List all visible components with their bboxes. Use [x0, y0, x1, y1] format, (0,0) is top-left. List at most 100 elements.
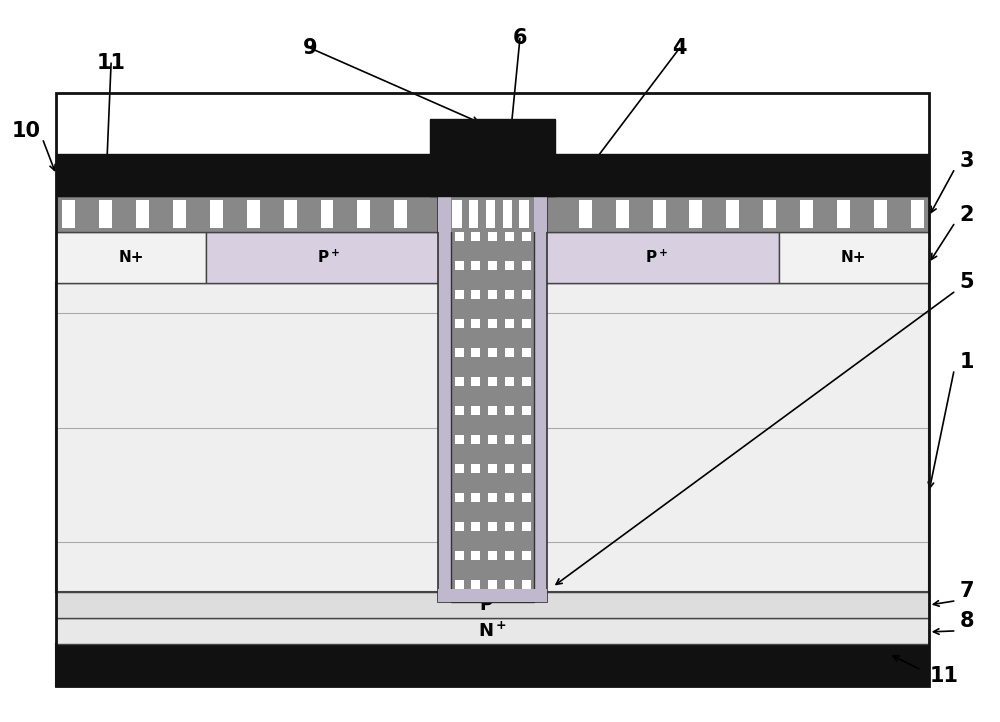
Bar [471, 377, 480, 386]
Bar [522, 493, 531, 502]
Bar [56, 618, 929, 644]
Bar [488, 406, 497, 415]
Bar [522, 522, 531, 531]
Bar [522, 232, 531, 240]
Bar [455, 464, 464, 473]
Bar [451, 196, 534, 602]
Bar [505, 377, 514, 386]
Bar [321, 199, 333, 227]
Bar [56, 154, 438, 196]
Bar [505, 464, 514, 473]
Bar [534, 196, 547, 232]
Bar [689, 199, 702, 227]
Text: $\mathbf{P^+}$: $\mathbf{P^+}$ [317, 249, 340, 266]
Bar [486, 199, 495, 227]
Text: 9: 9 [303, 38, 318, 58]
Bar [451, 196, 534, 232]
Bar [505, 348, 514, 357]
Bar [471, 493, 480, 502]
Text: $\mathbf{P^+}$: $\mathbf{P^+}$ [645, 249, 668, 266]
Bar [505, 261, 514, 270]
Text: $\mathbf{P^+}$: $\mathbf{P^+}$ [479, 596, 506, 614]
Bar [505, 319, 514, 328]
Bar [488, 580, 497, 589]
Bar [455, 580, 464, 589]
Bar [522, 261, 531, 270]
Bar [455, 232, 464, 240]
Bar [471, 464, 480, 473]
Bar [522, 406, 531, 415]
Bar [56, 93, 929, 686]
Bar [455, 319, 464, 328]
Bar [488, 203, 497, 212]
Bar [763, 199, 776, 227]
Bar [438, 196, 547, 602]
Text: 8: 8 [959, 611, 974, 631]
Bar [505, 551, 514, 560]
Bar [726, 199, 739, 227]
Text: 4: 4 [672, 38, 687, 58]
Bar [505, 493, 514, 502]
Text: 3: 3 [959, 151, 974, 171]
Text: 5: 5 [959, 272, 974, 292]
Bar [136, 199, 149, 227]
Bar [488, 522, 497, 531]
Bar [455, 522, 464, 531]
Bar [455, 493, 464, 502]
Bar [284, 199, 297, 227]
Bar [452, 199, 462, 227]
Bar [874, 199, 887, 227]
Bar [469, 199, 478, 227]
Bar [173, 199, 186, 227]
Bar [455, 406, 464, 415]
Bar [911, 199, 924, 227]
Bar [522, 203, 531, 212]
Text: 7: 7 [959, 581, 974, 601]
Bar [471, 232, 480, 240]
Bar [488, 377, 497, 386]
Text: N+: N+ [118, 250, 144, 265]
Bar [56, 644, 929, 686]
Bar [56, 196, 929, 232]
Bar [519, 199, 529, 227]
Bar [471, 203, 480, 212]
Bar [488, 290, 497, 299]
Bar [534, 232, 779, 283]
Bar [522, 435, 531, 444]
Bar [579, 199, 592, 227]
Bar [505, 232, 514, 240]
Bar [455, 261, 464, 270]
Bar [471, 435, 480, 444]
Bar [471, 319, 480, 328]
Bar [247, 199, 260, 227]
Bar [505, 522, 514, 531]
Bar [357, 199, 370, 227]
Text: 10: 10 [12, 121, 41, 141]
Bar [471, 406, 480, 415]
Bar [779, 232, 929, 283]
Bar [522, 290, 531, 299]
Bar [488, 435, 497, 444]
Text: 11: 11 [97, 53, 126, 73]
Bar [56, 232, 206, 283]
Bar [488, 551, 497, 560]
Bar [62, 199, 75, 227]
Bar [547, 154, 929, 196]
Bar [488, 348, 497, 357]
Bar [522, 551, 531, 560]
Bar [471, 290, 480, 299]
Bar [522, 348, 531, 357]
Bar [56, 232, 929, 283]
Bar [471, 348, 480, 357]
Text: N+: N+ [841, 250, 867, 265]
Bar [455, 551, 464, 560]
Text: 11: 11 [929, 666, 958, 686]
Bar [56, 592, 929, 618]
Bar [471, 580, 480, 589]
Bar [56, 283, 929, 592]
Bar [522, 377, 531, 386]
Bar [488, 493, 497, 502]
Bar [522, 319, 531, 328]
Bar [503, 199, 512, 227]
Bar [505, 435, 514, 444]
